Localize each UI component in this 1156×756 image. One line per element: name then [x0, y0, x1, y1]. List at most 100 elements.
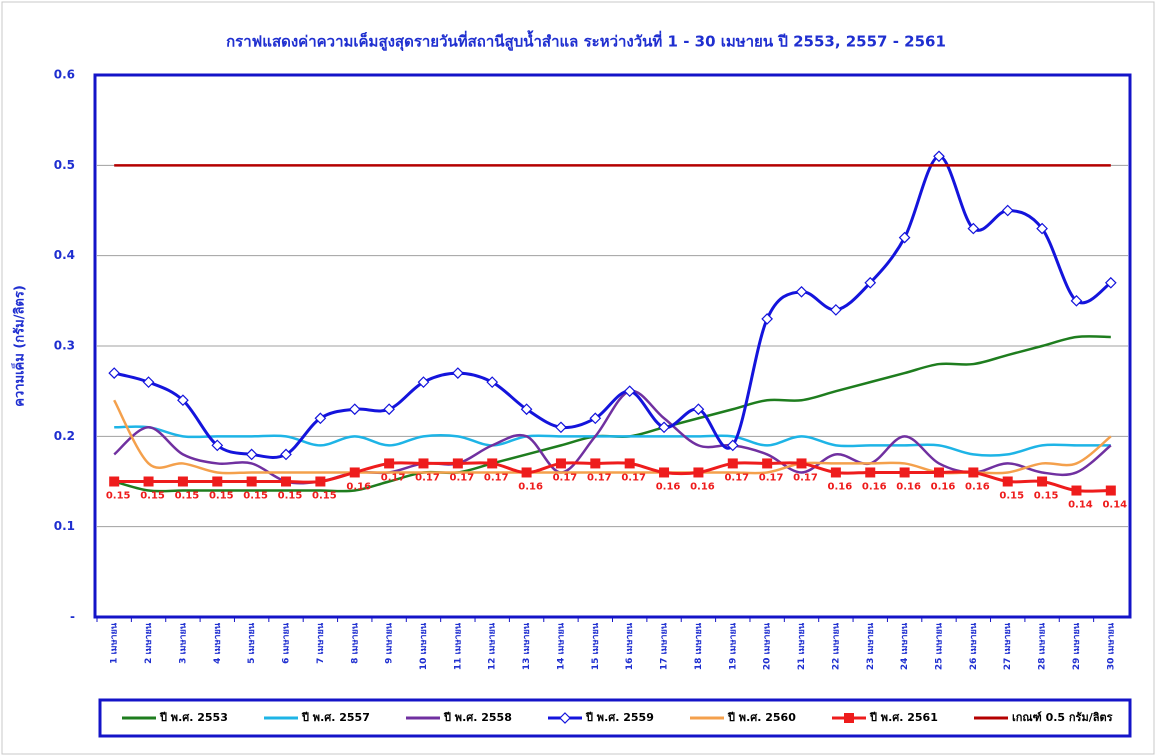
data-label: 0.15 — [278, 491, 303, 502]
marker — [452, 458, 463, 469]
marker — [109, 476, 120, 487]
x-tick-label: 22 เมษายน — [831, 622, 841, 670]
marker — [726, 439, 739, 452]
marker — [933, 150, 945, 163]
marker — [967, 222, 980, 235]
marker — [623, 385, 636, 398]
x-tick-label: 29 เมษายน — [1072, 622, 1082, 670]
marker — [1036, 222, 1048, 235]
x-tick-label: 4 เมษายน — [213, 622, 223, 664]
data-label: 0.17 — [621, 472, 646, 483]
data-label: 0.15 — [243, 491, 268, 502]
legend-label: ปี พ.ศ. 2560 — [727, 711, 796, 724]
marker — [177, 476, 188, 487]
marker — [452, 367, 464, 379]
legend-label: ปี พ.ศ. 2559 — [585, 711, 654, 724]
marker — [349, 467, 360, 478]
marker — [383, 403, 395, 416]
marker — [487, 458, 498, 469]
data-label: 0.17 — [415, 472, 440, 483]
x-tick-label: 11 เมษายน — [453, 622, 463, 670]
data-label: 0.16 — [931, 481, 956, 492]
x-tick-label: 14 เมษายน — [556, 622, 566, 670]
marker — [727, 458, 738, 469]
marker — [211, 439, 224, 452]
marker — [968, 467, 979, 478]
legend-label: ปี พ.ศ. 2558 — [443, 711, 512, 724]
data-label: 0.16 — [690, 481, 715, 492]
marker — [348, 403, 361, 416]
x-tick-label: 28 เมษายน — [1038, 622, 1048, 670]
x-tick-label: 9 เมษายน — [385, 622, 395, 664]
marker — [315, 476, 326, 487]
marker — [898, 231, 911, 244]
data-label: 0.17 — [381, 472, 406, 483]
marker — [1104, 276, 1117, 289]
x-tick-label: 27 เมษายน — [1003, 622, 1013, 670]
data-label: 0.17 — [587, 472, 612, 483]
legend-label: เกณฑ์ 0.5 กรัม/ลิตร — [1012, 711, 1113, 724]
marker — [281, 476, 292, 487]
marker — [1002, 476, 1013, 487]
y-tick-label: 0.4 — [54, 248, 75, 262]
legend-label: ปี พ.ศ. 2557 — [301, 711, 370, 724]
x-tick-label: 15 เมษายน — [591, 622, 601, 670]
legend-marker — [559, 712, 571, 724]
marker — [177, 394, 189, 407]
marker — [624, 458, 635, 469]
x-tick-label: 23 เมษายน — [866, 622, 876, 670]
legend-label: ปี พ.ศ. 2553 — [159, 711, 228, 724]
x-tick-label: 20 เมษายน — [763, 622, 773, 670]
marker — [143, 476, 154, 487]
marker — [658, 421, 670, 434]
data-label: 0.14 — [1102, 500, 1127, 511]
marker — [899, 467, 910, 478]
marker — [864, 276, 877, 289]
marker — [1070, 294, 1083, 307]
x-tick-label: 17 เมษายน — [660, 622, 670, 670]
data-label: 0.17 — [450, 472, 475, 483]
x-tick-label: 8 เมษายน — [350, 622, 360, 664]
data-label: 0.17 — [724, 472, 749, 483]
x-tick-label: 19 เมษายน — [728, 622, 738, 670]
chart-title: กราฟแสดงค่าความเค็มสูงสุดรายวันที่สถานีส… — [226, 30, 946, 52]
x-tick-label: 25 เมษายน — [934, 622, 944, 670]
marker — [1037, 476, 1048, 487]
x-tick-label: 30 เมษายน — [1106, 622, 1116, 670]
y-tick-label: 0.3 — [54, 339, 75, 353]
marker — [314, 412, 327, 425]
data-label: 0.15 — [999, 491, 1024, 502]
data-label: 0.17 — [553, 472, 578, 483]
data-label: 0.17 — [793, 472, 818, 483]
x-tick-label: 13 เมษายน — [522, 622, 532, 670]
marker — [795, 285, 808, 298]
data-label: 0.15 — [140, 491, 165, 502]
data-label: 0.16 — [896, 481, 921, 492]
marker — [246, 476, 257, 487]
data-label: 0.16 — [656, 481, 681, 492]
x-tick-label: 5 เมษายน — [247, 622, 257, 664]
y-tick-label: 0.5 — [54, 158, 75, 172]
x-tick-label: 1 เมษายน — [110, 622, 120, 664]
data-label: 0.16 — [862, 481, 887, 492]
marker — [1001, 204, 1014, 217]
x-tick-label: 12 เมษายน — [488, 622, 498, 670]
marker — [555, 458, 566, 469]
y-tick-label: 0.6 — [54, 68, 75, 82]
marker — [693, 467, 704, 478]
marker — [1071, 485, 1082, 496]
marker — [555, 421, 567, 434]
marker — [865, 467, 876, 478]
x-tick-label: 3 เมษายน — [178, 622, 188, 664]
marker — [142, 376, 155, 388]
marker — [417, 376, 430, 388]
x-tick-label: 21 เมษายน — [797, 622, 807, 670]
x-tick-label: 18 เมษายน — [694, 622, 704, 670]
marker — [245, 448, 258, 461]
x-tick-label: 2 เมษายน — [144, 622, 154, 664]
marker — [933, 467, 944, 478]
marker — [590, 458, 601, 469]
marker — [108, 367, 121, 379]
